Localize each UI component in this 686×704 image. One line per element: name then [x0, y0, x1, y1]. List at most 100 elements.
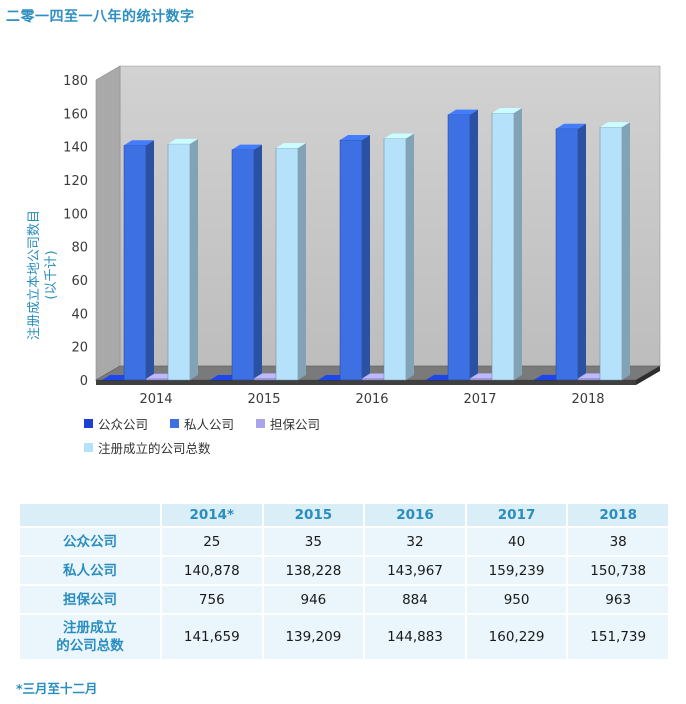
table-header-cell: 2014* — [162, 504, 262, 526]
row-label: 注册成立 的公司总数 — [20, 615, 160, 659]
table-cell: 963 — [568, 586, 668, 613]
chart-side-wall — [95, 65, 121, 381]
bar-side — [146, 140, 154, 380]
bar-top — [448, 109, 478, 115]
y-tick-label: 140 — [63, 141, 88, 156]
bar-side — [298, 142, 306, 380]
table-cell: 35 — [263, 528, 364, 555]
row-label: 私人公司 — [20, 557, 160, 584]
bar — [383, 138, 407, 381]
legend-item: 私人公司 — [170, 414, 234, 433]
chart-floor-edge — [96, 380, 636, 385]
table-cell: 141,659 — [162, 615, 262, 659]
bar — [469, 378, 493, 381]
table-cell: 140,878 — [162, 557, 262, 584]
table-header-cell: 2018 — [568, 504, 668, 526]
table-cell: 144,883 — [365, 615, 465, 659]
bar-side — [514, 107, 522, 381]
row-label: 公众公司 — [20, 528, 160, 555]
bar — [491, 112, 515, 381]
bar — [275, 147, 299, 381]
bar-top — [384, 133, 414, 139]
y-tick-label: 120 — [63, 174, 88, 189]
bar — [145, 378, 169, 381]
bar-side — [254, 144, 262, 380]
y-tick-label: 20 — [71, 341, 88, 356]
table-row: 私人公司 140,878 138,228 143,967 159,239 150… — [20, 557, 668, 584]
page-title: 二零一四至一八年的统计数字 — [6, 9, 195, 25]
x-tick-label: 2016 — [355, 392, 388, 407]
legend-swatch — [84, 419, 93, 428]
legend-item: 注册成立的公司总数 — [84, 438, 211, 457]
bar — [447, 114, 471, 381]
table-cell: 159,239 — [466, 557, 567, 584]
legend-label: 注册成立的公司总数 — [98, 441, 211, 456]
legend-swatch — [256, 419, 265, 428]
legend-item: 担保公司 — [256, 414, 320, 433]
table-corner-cell — [20, 504, 160, 526]
legend-swatch — [170, 419, 179, 428]
table-cell: 40 — [466, 528, 567, 555]
table-cell: 946 — [263, 586, 364, 613]
table-row: 注册成立 的公司总数 141,659 139,209 144,883 160,2… — [20, 615, 668, 659]
table-cell: 139,209 — [263, 615, 364, 659]
x-tick-label: 2015 — [247, 392, 280, 407]
bar-top — [340, 135, 370, 141]
x-tick-label: 2017 — [463, 392, 496, 407]
bar-side — [362, 135, 370, 380]
table-cell: 151,739 — [568, 615, 668, 659]
y-tick-label: 80 — [71, 241, 88, 256]
table-cell: 143,967 — [365, 557, 465, 584]
row-label: 担保公司 — [20, 586, 160, 613]
bar — [599, 126, 623, 381]
legend-item: 公众公司 — [84, 414, 148, 433]
chart-floor-edge-side — [636, 366, 660, 385]
bar-chart: 0 20 40 60 80 100 120 140 160 180 2014 2015 2016 2017… — [27, 65, 662, 407]
legend-label: 私人公司 — [184, 417, 235, 432]
bar — [231, 149, 255, 381]
bar — [253, 378, 277, 381]
table-header-cell: 2015 — [263, 504, 364, 526]
table-header-cell: 2016 — [365, 504, 465, 526]
legend-swatch — [84, 443, 93, 452]
y-tick-label: 180 — [63, 74, 88, 89]
bar-side — [406, 133, 414, 380]
table-cell: 38 — [568, 528, 668, 555]
bar — [361, 378, 385, 381]
table-row: 公众公司 25 35 32 40 38 — [20, 528, 668, 555]
y-tick-label: 60 — [71, 274, 88, 289]
table-row: 担保公司 756 946 884 950 963 — [20, 586, 668, 613]
footnote: *三月至十二月 — [16, 681, 98, 696]
y-tick-label: 100 — [63, 207, 88, 222]
table-cell: 25 — [162, 528, 262, 555]
statistics-table: 2014* 2015 2016 2017 2018 公众公司 25 35 32 … — [18, 502, 670, 661]
y-tick-label: 40 — [71, 307, 88, 322]
bar — [339, 139, 363, 381]
bar-top — [168, 138, 198, 144]
table-cell: 32 — [365, 528, 465, 555]
bar-top — [124, 140, 154, 146]
table-header-row: 2014* 2015 2016 2017 2018 — [20, 504, 668, 526]
bar — [577, 378, 601, 381]
x-tick-label: 2018 — [571, 392, 604, 407]
bar-top — [492, 107, 522, 113]
table-cell: 756 — [162, 586, 262, 613]
table-cell: 950 — [466, 586, 567, 613]
table-cell: 150,738 — [568, 557, 668, 584]
bar-top — [600, 122, 630, 128]
bar-top — [556, 123, 586, 129]
bar-side — [622, 122, 630, 380]
bar-side — [190, 138, 198, 380]
bar — [555, 128, 579, 381]
x-tick-label: 2014 — [139, 392, 172, 407]
legend-label: 公众公司 — [98, 417, 149, 432]
y-axis-label: 注册成立本地公司数目 — [27, 210, 42, 340]
bar — [167, 143, 191, 381]
y-tick-label: 0 — [80, 374, 88, 389]
bar-side — [578, 123, 586, 381]
bar — [123, 144, 147, 381]
legend-label: 担保公司 — [270, 417, 321, 432]
y-tick-label: 160 — [63, 107, 88, 122]
table-cell: 884 — [365, 586, 465, 613]
table-header-cell: 2017 — [466, 504, 567, 526]
